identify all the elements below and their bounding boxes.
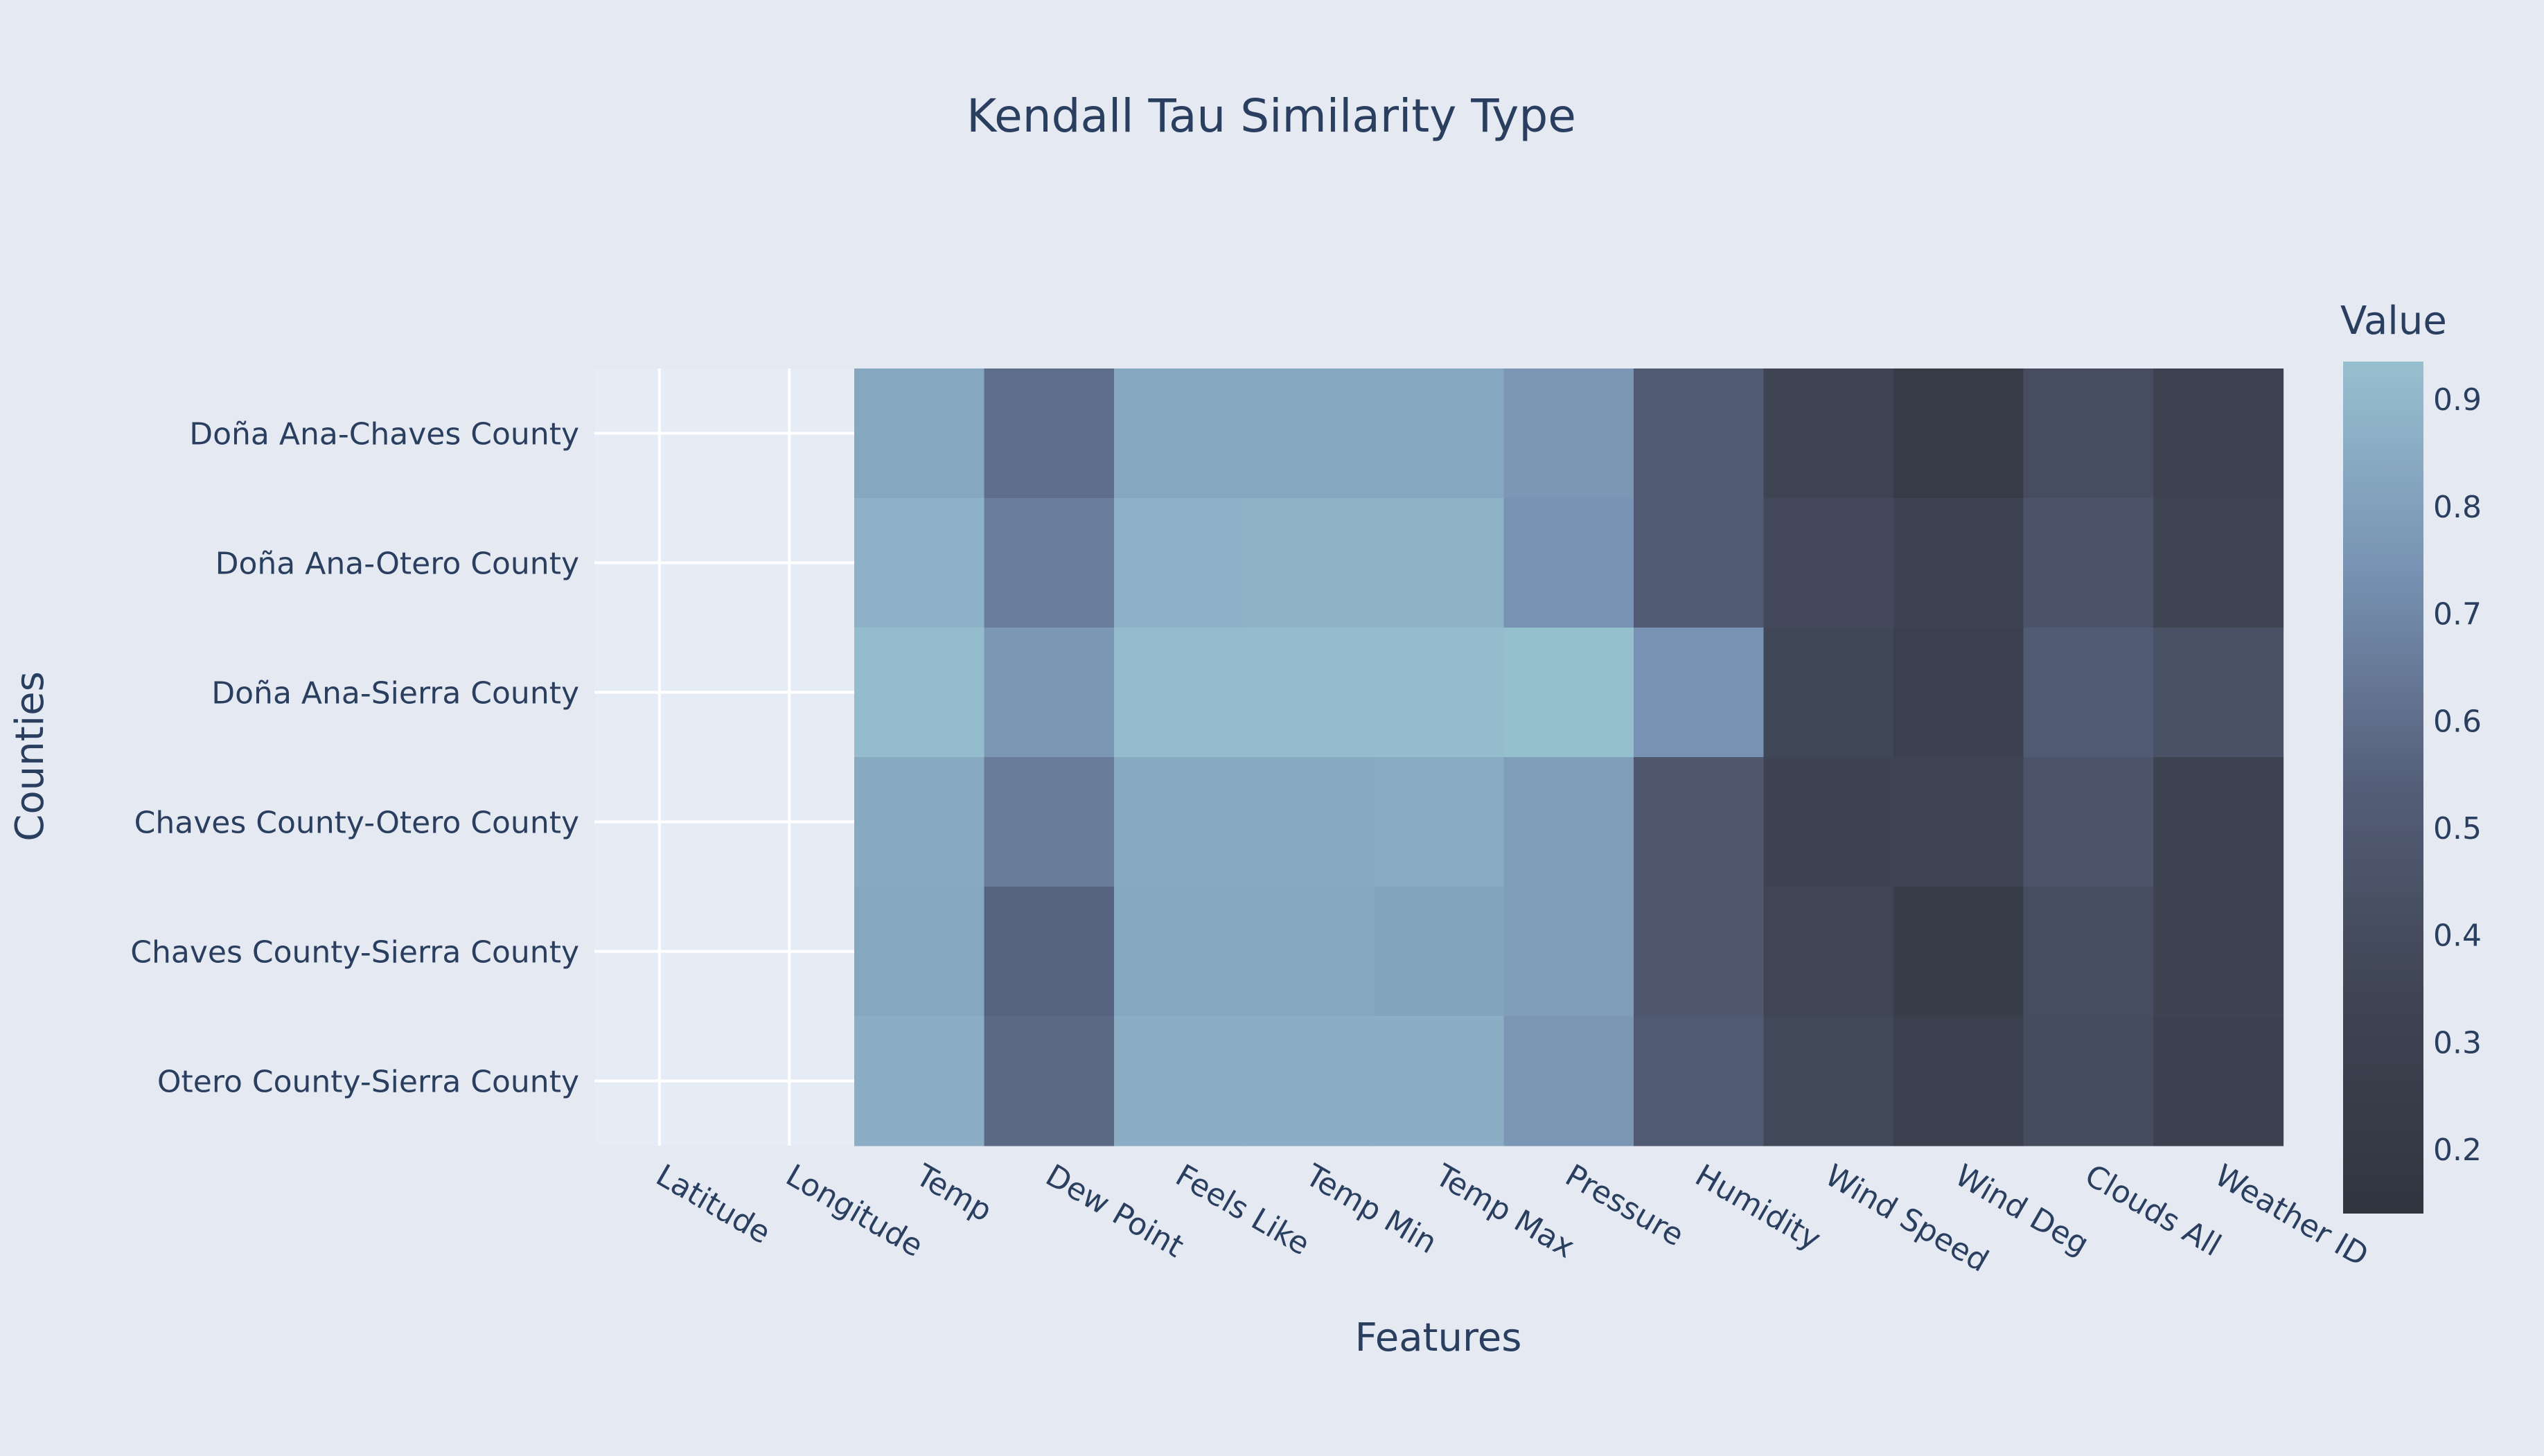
- heatmap-cell: [2153, 628, 2284, 758]
- y-tick-labels: Doña Ana-Chaves County Doña Ana-Otero Cou…: [130, 417, 579, 1100]
- heatmap-cell: [2153, 369, 2284, 499]
- heatmap-cell: [1114, 498, 1245, 628]
- heatmap-cell: [1114, 887, 1245, 1017]
- heatmap-cell: [1763, 369, 1894, 499]
- heatmap-cell: [1114, 1016, 1245, 1146]
- gridlines: [594, 369, 854, 1146]
- heatmap-cell: [1244, 369, 1375, 499]
- colorbar-tick-label: 0.7: [2433, 597, 2482, 632]
- y-axis-label: Counties: [8, 671, 53, 842]
- y-tick-label: Doña Ana-Chaves County: [189, 417, 579, 452]
- heatmap-cell: [1634, 1016, 1765, 1146]
- heatmap-cell: [984, 887, 1115, 1017]
- y-tick-label: Otero County-Sierra County: [157, 1065, 579, 1100]
- heatmap-cell: [1893, 369, 2024, 499]
- y-tick-label: Chaves County-Sierra County: [130, 935, 579, 970]
- heatmap-cell: [1634, 887, 1765, 1017]
- heatmap-cell: [984, 498, 1115, 628]
- heatmap-cell: [2023, 498, 2154, 628]
- heatmap-cell: [1893, 757, 2024, 887]
- colorbar-scale: [2343, 362, 2423, 1214]
- heatmap-cell: [1114, 757, 1245, 887]
- heatmap-cell: [1763, 628, 1894, 758]
- colorbar-tick-label: 0.9: [2433, 382, 2482, 418]
- heatmap-cell: [1374, 628, 1505, 758]
- heatmap-cell: [1763, 1016, 1894, 1146]
- heatmap-cell: [2023, 887, 2154, 1017]
- y-tick-label: Chaves County-Otero County: [134, 806, 579, 841]
- heatmap-cell: [1503, 1016, 1634, 1146]
- heatmap-cell: [854, 628, 985, 758]
- heatmap-cell: [1503, 887, 1634, 1017]
- heatmap-cell: [2023, 369, 2154, 499]
- heatmap-cell: [1503, 757, 1634, 887]
- heatmap-cell: [1763, 757, 1894, 887]
- heatmap-cell: [1374, 1016, 1505, 1146]
- colorbar-tick-label: 0.2: [2433, 1133, 2482, 1168]
- heatmap-cell: [1634, 369, 1765, 499]
- heatmap-cell: [984, 1016, 1115, 1146]
- heatmap-cell: [1893, 628, 2024, 758]
- heatmap-cell: [1763, 498, 1894, 628]
- heatmap-cell: [2023, 628, 2154, 758]
- heatmap-cell: [1244, 757, 1375, 887]
- heatmap-cell: [1374, 498, 1505, 628]
- heatmap-cell: [1893, 887, 2024, 1017]
- x-axis-label: Features: [1355, 1315, 1522, 1360]
- colorbar-tick-label: 0.8: [2433, 490, 2482, 525]
- heatmap-cell: [1634, 628, 1765, 758]
- colorbar-tick-label: 0.6: [2433, 704, 2482, 739]
- heatmap-cell: [1634, 498, 1765, 628]
- heatmap-cell: [854, 369, 985, 499]
- heatmap-cell: [1893, 1016, 2024, 1146]
- heatmap-cell: [1244, 1016, 1375, 1146]
- heatmap-cell: [1244, 628, 1375, 758]
- heatmap-cell: [1244, 498, 1375, 628]
- heatmap-cell: [1503, 628, 1634, 758]
- y-tick-label: Doña Ana-Sierra County: [211, 676, 579, 711]
- heatmap-cell: [1114, 628, 1245, 758]
- heatmap-cell: [1374, 887, 1505, 1017]
- heatmap-cell: [1374, 757, 1505, 887]
- heatmap-cell: [2023, 1016, 2154, 1146]
- heatmap-cell: [984, 369, 1115, 499]
- heatmap-cell: [984, 757, 1115, 887]
- heatmap-cell: [1503, 498, 1634, 628]
- heatmap-cell: [854, 757, 985, 887]
- heatmap-cells: [854, 369, 2284, 1146]
- heatmap-cell: [1763, 887, 1894, 1017]
- heatmap-cell: [984, 628, 1115, 758]
- heatmap-cell: [2153, 498, 2284, 628]
- heatmap-cell: [1114, 369, 1245, 499]
- heatmap-cell: [2153, 757, 2284, 887]
- heatmap-cell: [1893, 498, 2024, 628]
- heatmap-cell: [854, 887, 985, 1017]
- heatmap-cell: [1244, 887, 1375, 1017]
- heatmap-cell: [2153, 887, 2284, 1017]
- colorbar-tick-label: 0.5: [2433, 811, 2482, 846]
- heatmap-cell: [854, 498, 985, 628]
- heatmap-cell: [2153, 1016, 2284, 1146]
- heatmap-cell: [2023, 757, 2154, 887]
- chart-title: Kendall Tau Similarity Type: [966, 89, 1576, 143]
- colorbar-tick-label: 0.4: [2433, 918, 2482, 954]
- y-tick-label: Doña Ana-Otero County: [215, 547, 579, 582]
- heatmap-cell: [1634, 757, 1765, 887]
- colorbar-title: Value: [2340, 299, 2447, 344]
- heatmap-cell: [854, 1016, 985, 1146]
- heatmap-cell: [1503, 369, 1634, 499]
- heatmap-cell: [1374, 369, 1505, 499]
- colorbar: 0.2 0.3 0.4 0.5 0.6 0.7 0.8 0.9: [2343, 362, 2482, 1214]
- colorbar-tick-label: 0.3: [2433, 1025, 2482, 1060]
